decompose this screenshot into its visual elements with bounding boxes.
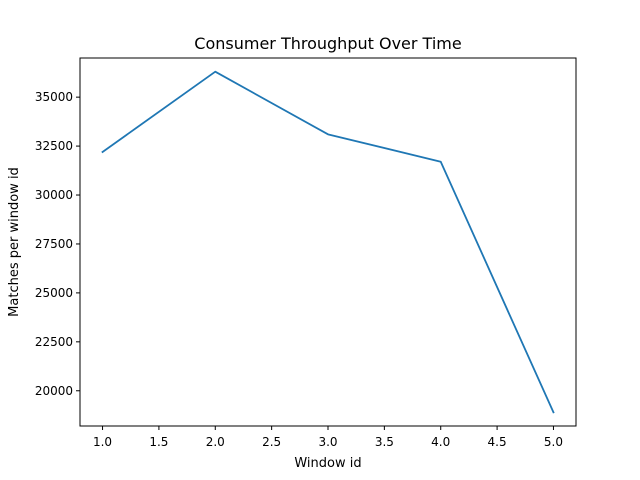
- y-tick-label: 25000: [35, 286, 73, 300]
- y-tick-label: 27500: [35, 237, 73, 251]
- y-tick-label: 32500: [35, 139, 73, 153]
- y-axis: 20000 22500 25000 27500 30000 32500 35000: [35, 90, 80, 398]
- x-tick-label: 4.0: [431, 435, 450, 449]
- x-tick-label: 2.5: [262, 435, 281, 449]
- y-tick-label: 30000: [35, 188, 73, 202]
- x-axis: 1.0 1.5 2.0 2.5 3.0 3.5 4.0 4.5 5.0: [93, 426, 563, 449]
- y-axis-label: Matches per window id: [7, 167, 22, 317]
- chart-title: Consumer Throughput Over Time: [194, 34, 461, 53]
- y-tick-label: 20000: [35, 384, 73, 398]
- x-tick-label: 3.5: [375, 435, 394, 449]
- x-axis-label: Window id: [294, 456, 361, 471]
- series-line: [101, 70, 555, 414]
- x-tick-label: 2.0: [206, 435, 225, 449]
- y-tick-label: 35000: [35, 90, 73, 104]
- x-tick-label: 5.0: [544, 435, 563, 449]
- y-tick-label: 22500: [35, 335, 73, 349]
- series-layer: [101, 70, 555, 414]
- x-tick-label: 1.0: [93, 435, 112, 449]
- x-tick-label: 3.0: [318, 435, 337, 449]
- x-tick-label: 4.5: [488, 435, 507, 449]
- x-tick-label: 1.5: [149, 435, 168, 449]
